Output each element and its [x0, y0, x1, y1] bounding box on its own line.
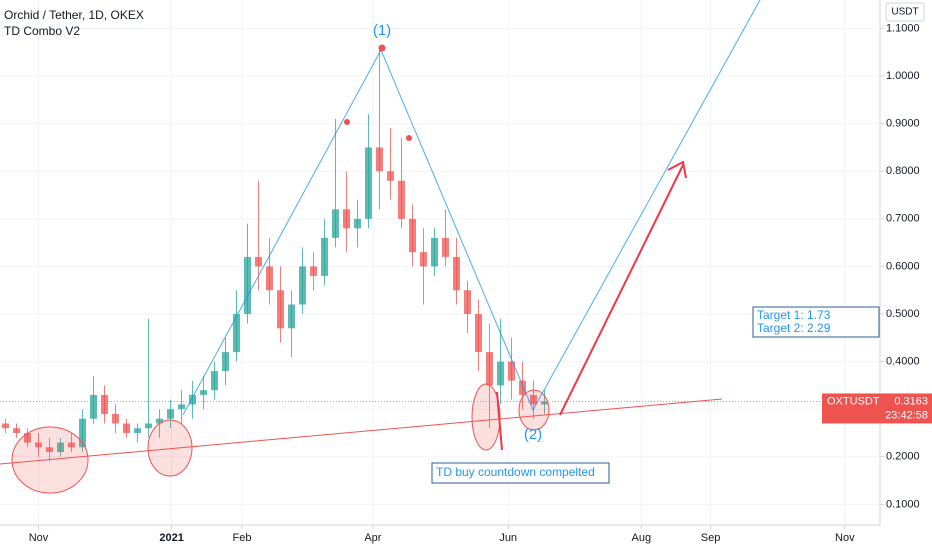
candle-body	[343, 209, 350, 229]
candle-body	[541, 401, 548, 405]
candle-body	[508, 361, 515, 381]
candle-body	[156, 418, 163, 424]
target-label: Target 2: 2.29	[757, 321, 831, 335]
candle-body	[387, 171, 394, 181]
candle-body	[167, 409, 174, 419]
candle-body	[134, 428, 141, 434]
candle-body	[68, 442, 75, 448]
candle-body	[211, 371, 218, 391]
candle-body	[57, 442, 64, 453]
y-tick-label: 0.2000	[886, 451, 920, 463]
candle-body	[409, 218, 416, 253]
candle-body	[299, 266, 306, 305]
candle-body	[420, 252, 427, 267]
candle-body	[519, 380, 526, 395]
price-tag-value: 0.3163	[894, 395, 928, 407]
y-tick-label: 1.1000	[886, 22, 920, 34]
target-label: Target 1: 1.73	[757, 308, 831, 322]
candle-body	[178, 404, 185, 410]
x-tick-label: Aug	[632, 532, 652, 544]
y-tick-label: 1.0000	[886, 70, 920, 82]
x-tick-label: Jun	[499, 532, 517, 544]
candle-body	[222, 352, 229, 372]
wave-label: (1)	[373, 22, 391, 39]
symbol-tag: OXTUSDT	[827, 395, 880, 407]
candle-body	[530, 394, 537, 405]
note-box	[431, 462, 610, 484]
chart-title: Orchid / Tether, 1D, OKEX	[4, 8, 144, 22]
candle-body	[497, 361, 504, 386]
x-tick-label: 2021	[159, 532, 183, 544]
candle-body	[266, 266, 273, 291]
candle-body	[123, 423, 130, 434]
currency: USDT	[891, 7, 918, 18]
countdown: 23:42:58	[885, 409, 928, 421]
candle-body	[233, 314, 240, 353]
currency-box	[885, 2, 925, 22]
candle-body	[486, 352, 493, 386]
candles	[0, 0, 880, 525]
candle-body	[79, 418, 86, 448]
candle-body	[431, 237, 438, 267]
highlight-circle	[518, 389, 550, 431]
y-tick-label: 0.4000	[886, 356, 920, 368]
price-tag	[822, 393, 932, 424]
x-tick-label: Nov	[835, 532, 855, 544]
y-tick-label: 0.7000	[886, 213, 920, 225]
marker	[378, 44, 386, 52]
indicator-name: TD Combo V2	[4, 24, 80, 38]
candle-body	[321, 237, 328, 276]
candle-body	[464, 290, 471, 315]
candle-body	[453, 256, 460, 291]
candle-body	[112, 413, 119, 424]
note: TD buy countdown compelted	[436, 465, 595, 479]
highlight-circle	[471, 383, 501, 451]
arrow-head	[667, 160, 687, 179]
x-tick-label: Sep	[701, 532, 721, 544]
candle-body	[255, 256, 262, 267]
candle-body	[46, 447, 53, 453]
candle-body	[24, 433, 31, 443]
wave-label: (2)	[524, 426, 542, 443]
arrow	[559, 164, 684, 416]
candle-body	[2, 423, 9, 429]
x-tick-label: Feb	[233, 532, 252, 544]
candle-body	[475, 314, 482, 353]
wave-line	[182, 0, 761, 416]
candle-body	[310, 266, 317, 276]
candle-body	[288, 304, 295, 329]
candle-body	[277, 290, 284, 329]
support-line	[0, 398, 723, 465]
candle-body	[398, 180, 405, 219]
candle-body	[442, 237, 449, 257]
candle-body	[145, 423, 152, 429]
candle-body	[101, 394, 108, 414]
candle-body	[13, 428, 20, 434]
candle-body	[35, 442, 42, 448]
y-tick-label: 0.9000	[886, 118, 920, 130]
y-tick-label: 0.1000	[886, 498, 920, 510]
candle-body	[90, 394, 97, 419]
candle-body	[189, 394, 196, 405]
x-tick-label: Nov	[29, 532, 49, 544]
candle-body	[332, 209, 339, 238]
target-box	[752, 306, 880, 338]
candle-body	[200, 390, 207, 395]
x-tick-label: Apr	[364, 532, 381, 544]
candle-body	[365, 147, 372, 219]
marker	[406, 135, 412, 141]
highlight-circle	[147, 419, 193, 477]
candle-body	[376, 147, 383, 172]
marker	[344, 119, 350, 125]
y-tick-label: 0.6000	[886, 260, 920, 272]
arrow	[496, 391, 503, 451]
y-tick-label: 0.8000	[886, 165, 920, 177]
y-tick-label: 0.5000	[886, 308, 920, 320]
candle-body	[354, 218, 361, 229]
candle-body	[244, 256, 251, 315]
